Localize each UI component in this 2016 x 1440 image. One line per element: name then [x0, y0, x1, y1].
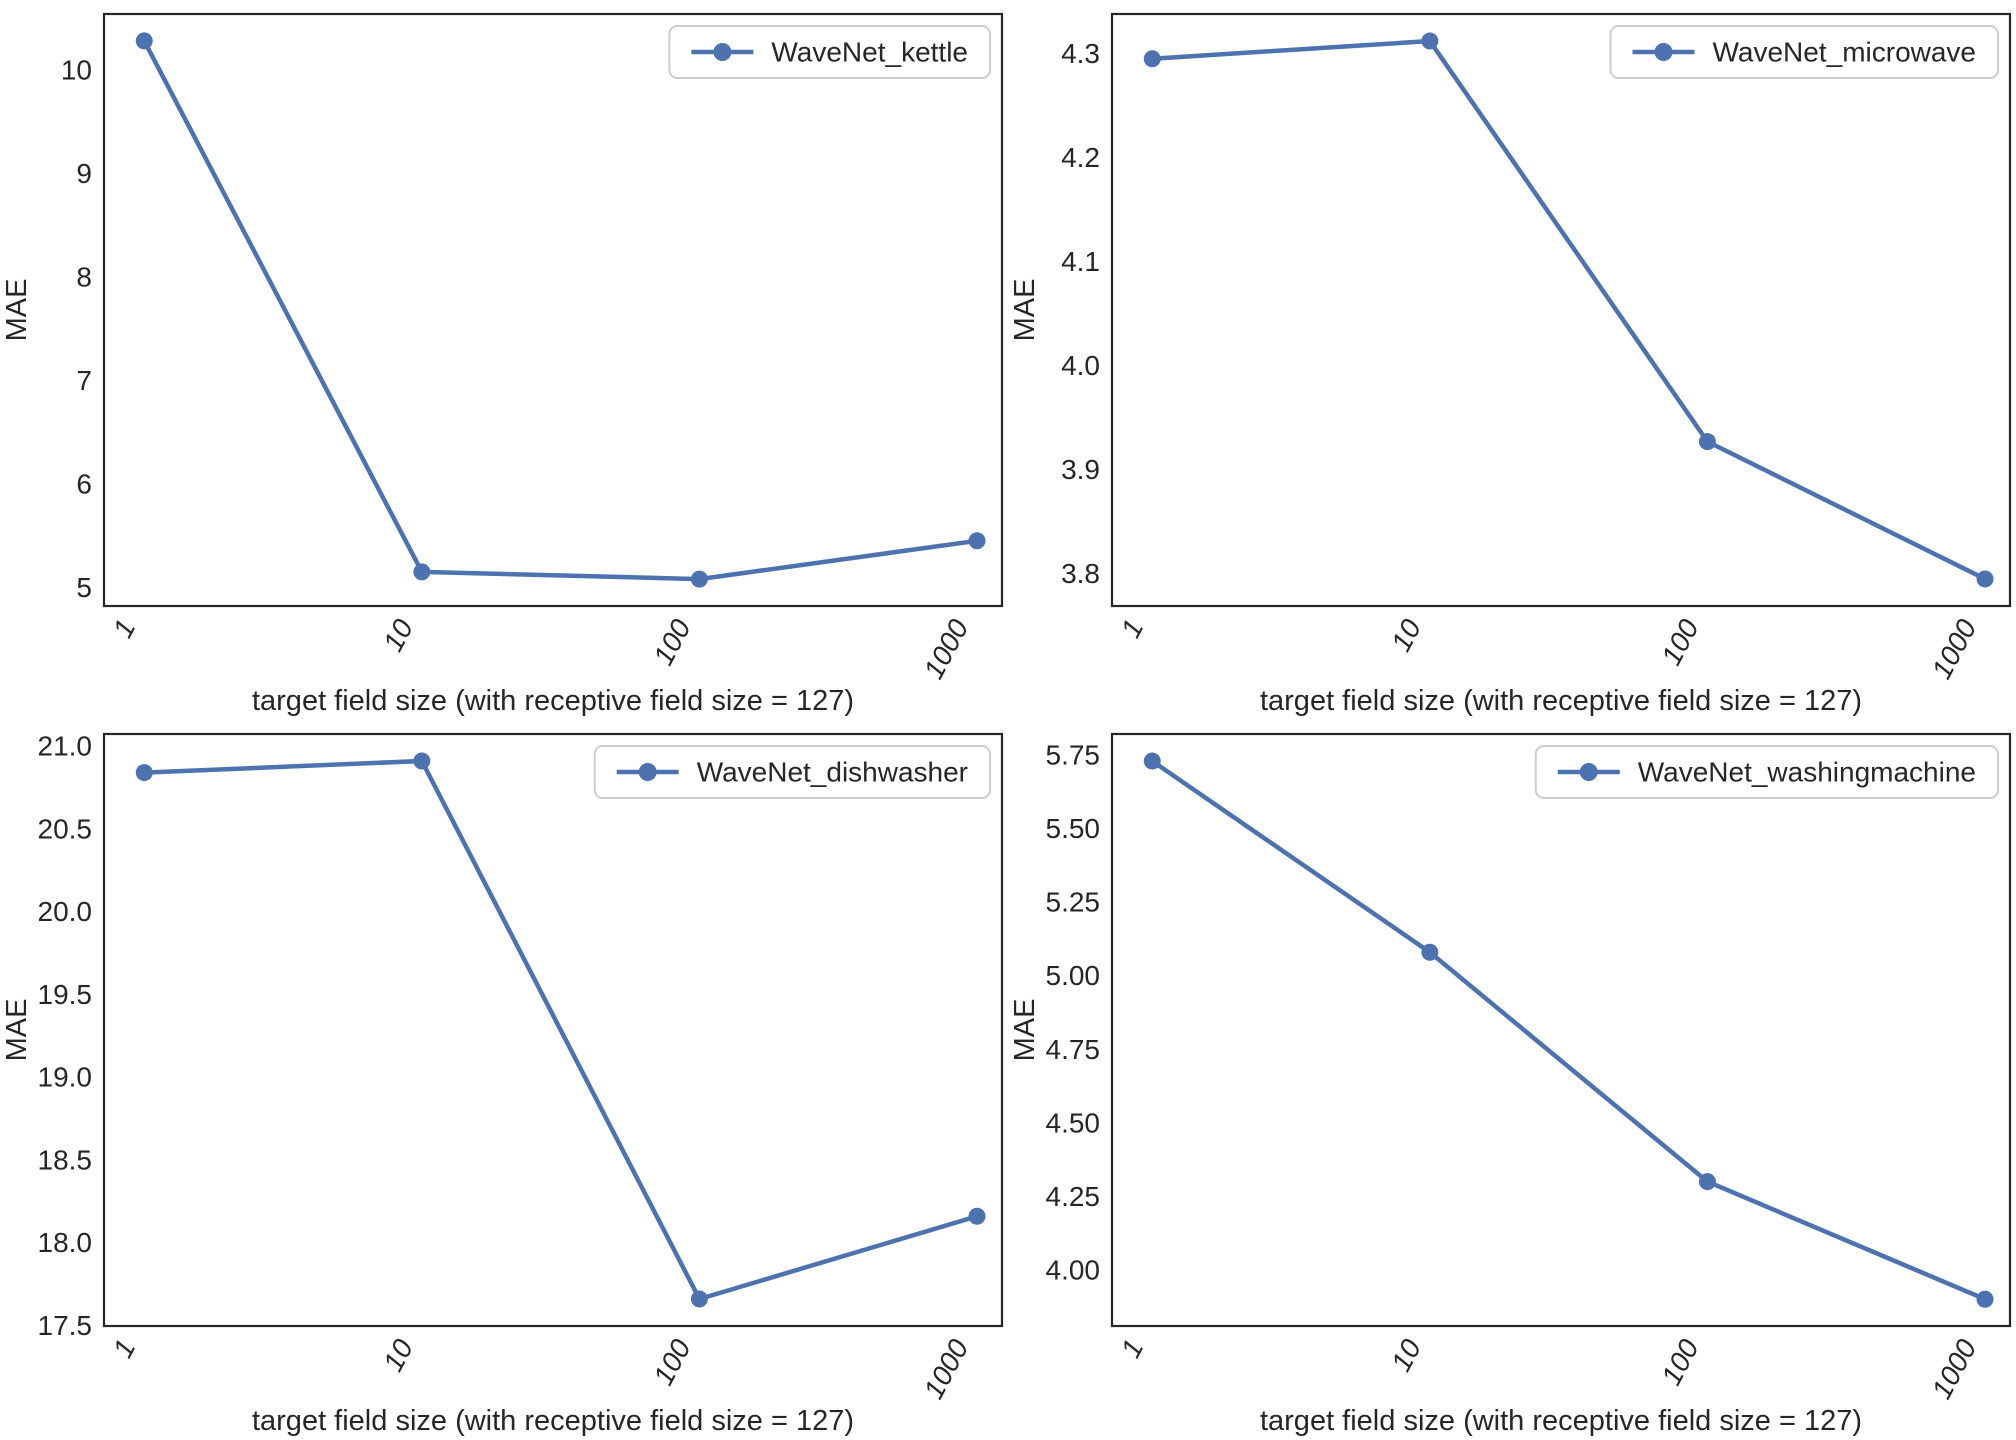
x-tick-label: 100 [1655, 614, 1705, 670]
data-point [1143, 752, 1161, 770]
chart-wavenet-washingmachine: 4.00 4.25 4.50 4.75 5.00 5.25 5.50 5.75 1 10 100 10… [1009, 732, 2012, 1437]
y-tick-label: 4.25 [1046, 1181, 1101, 1212]
legend-box [1609, 25, 1999, 79]
data-point [413, 563, 431, 581]
series-line [142, 38, 980, 582]
y-tick-label: 21.0 [38, 731, 93, 762]
data-point [690, 570, 708, 588]
data-point [1421, 32, 1439, 50]
y-tick-label: 5.50 [1046, 813, 1101, 844]
legend-box [668, 25, 991, 79]
data-point [968, 532, 986, 550]
x-axis-label: target field size (with receptive field … [252, 685, 854, 717]
y-tick-label: 4.3 [1061, 38, 1100, 69]
subplot-wavenet-microwave: 3.8 3.9 4.0 4.1 4.2 4.3 1 10 100 1000 target field… [1008, 0, 2016, 720]
data-point [413, 752, 431, 770]
legend-label: WaveNet_washingmachine [1638, 757, 1976, 788]
y-tick-label: 18.5 [38, 1144, 93, 1175]
y-tick-label: 7 [76, 365, 92, 396]
legend-marker [1579, 763, 1598, 781]
data-point [135, 32, 153, 50]
y-tick-label: 10 [61, 54, 92, 85]
data-point [1698, 1173, 1716, 1191]
chart-wavenet-microwave: 3.8 3.9 4.0 4.1 4.2 4.3 1 10 100 1000 target field… [1009, 12, 2012, 717]
plot-frame [102, 12, 1004, 608]
data-point [1976, 1290, 1994, 1308]
legend-label: WaveNet_dishwasher [697, 757, 968, 788]
plot-frame [1110, 12, 2012, 608]
x-axis-label: target field size (with receptive field … [1260, 685, 1862, 717]
y-tick-label: 4.1 [1061, 246, 1100, 277]
data-point [1976, 570, 1994, 588]
y-tick-label: 8 [76, 261, 92, 292]
data-point [1698, 433, 1716, 451]
x-axis-label: target field size (with receptive field … [252, 1405, 854, 1437]
series-line [1150, 38, 1988, 582]
legend-marker [638, 763, 657, 781]
subplot-wavenet-kettle: 5 6 7 8 9 10 1 10 100 1000 target field size (with… [0, 0, 1008, 720]
y-axis-label: MAE [1, 999, 33, 1062]
x-tick-label: 100 [1655, 1334, 1705, 1390]
x-tick-label: 1000 [918, 614, 975, 684]
y-tick-label: 20.0 [38, 896, 93, 927]
x-tick-label: 100 [647, 614, 697, 670]
y-tick-label: 5 [76, 572, 92, 603]
x-tick-label: 1 [1115, 614, 1150, 642]
y-tick-label: 18.0 [38, 1227, 93, 1258]
legend-box [1534, 745, 1999, 799]
x-tick-label: 1000 [1926, 614, 1983, 684]
y-axis-label: MAE [1, 279, 33, 342]
series-line [1150, 758, 1988, 1302]
legend-label: WaveNet_kettle [771, 37, 968, 68]
y-tick-label: 5.25 [1046, 887, 1101, 918]
x-tick-label: 100 [647, 1334, 697, 1390]
chart-wavenet-kettle: 5 6 7 8 9 10 1 10 100 1000 target field size (with… [1, 12, 1004, 717]
plot-frame [1110, 732, 2012, 1328]
x-tick-label: 1 [1115, 1334, 1150, 1362]
x-tick-label: 1000 [918, 1334, 975, 1404]
y-tick-label: 20.5 [38, 813, 93, 844]
y-tick-label: 9 [76, 158, 92, 189]
y-tick-label: 17.5 [38, 1310, 93, 1341]
x-tick-label: 10 [377, 614, 419, 656]
y-tick-label: 5.00 [1046, 960, 1101, 991]
y-tick-label: 4.50 [1046, 1107, 1101, 1138]
data-point [1143, 50, 1161, 68]
data-point [1421, 943, 1439, 961]
x-tick-label: 1000 [1926, 1334, 1983, 1404]
legend-marker [713, 43, 732, 61]
x-tick-label: 1 [107, 614, 142, 642]
y-tick-label: 4.00 [1046, 1254, 1101, 1285]
y-tick-label: 4.75 [1046, 1034, 1101, 1065]
y-tick-label: 19.5 [38, 979, 93, 1010]
legend-marker [1654, 43, 1673, 61]
y-tick-label: 4.0 [1061, 350, 1100, 381]
subplot-wavenet-washingmachine: 4.00 4.25 4.50 4.75 5.00 5.25 5.50 5.75 1 10 100 10… [1008, 720, 2016, 1440]
x-tick-label: 1 [107, 1334, 142, 1362]
data-point [135, 764, 153, 782]
y-axis-label: MAE [1009, 279, 1041, 342]
data-point [690, 1290, 708, 1308]
y-tick-label: 5.75 [1046, 740, 1101, 771]
legend-box [593, 745, 991, 799]
y-axis-label: MAE [1009, 999, 1041, 1062]
legend-label: WaveNet_microwave [1713, 37, 1976, 68]
y-tick-label: 6 [76, 468, 92, 499]
y-tick-label: 3.9 [1061, 454, 1100, 485]
plot-frame [102, 732, 1004, 1328]
y-tick-label: 3.8 [1061, 558, 1100, 589]
x-tick-label: 10 [377, 1334, 419, 1376]
x-tick-label: 10 [1385, 1334, 1427, 1376]
subplot-wavenet-dishwasher: 17.5 18.0 18.5 19.0 19.5 20.0 20.5 21.0 1 10 100 10… [0, 720, 1008, 1440]
series-line [142, 758, 980, 1302]
y-tick-label: 19.0 [38, 1062, 93, 1093]
x-tick-label: 10 [1385, 614, 1427, 656]
y-tick-label: 4.2 [1061, 142, 1100, 173]
x-axis-label: target field size (with receptive field … [1260, 1405, 1862, 1437]
chart-wavenet-dishwasher: 17.5 18.0 18.5 19.0 19.5 20.0 20.5 21.0 1 10 100 10… [1, 731, 1004, 1437]
data-point [968, 1207, 986, 1225]
